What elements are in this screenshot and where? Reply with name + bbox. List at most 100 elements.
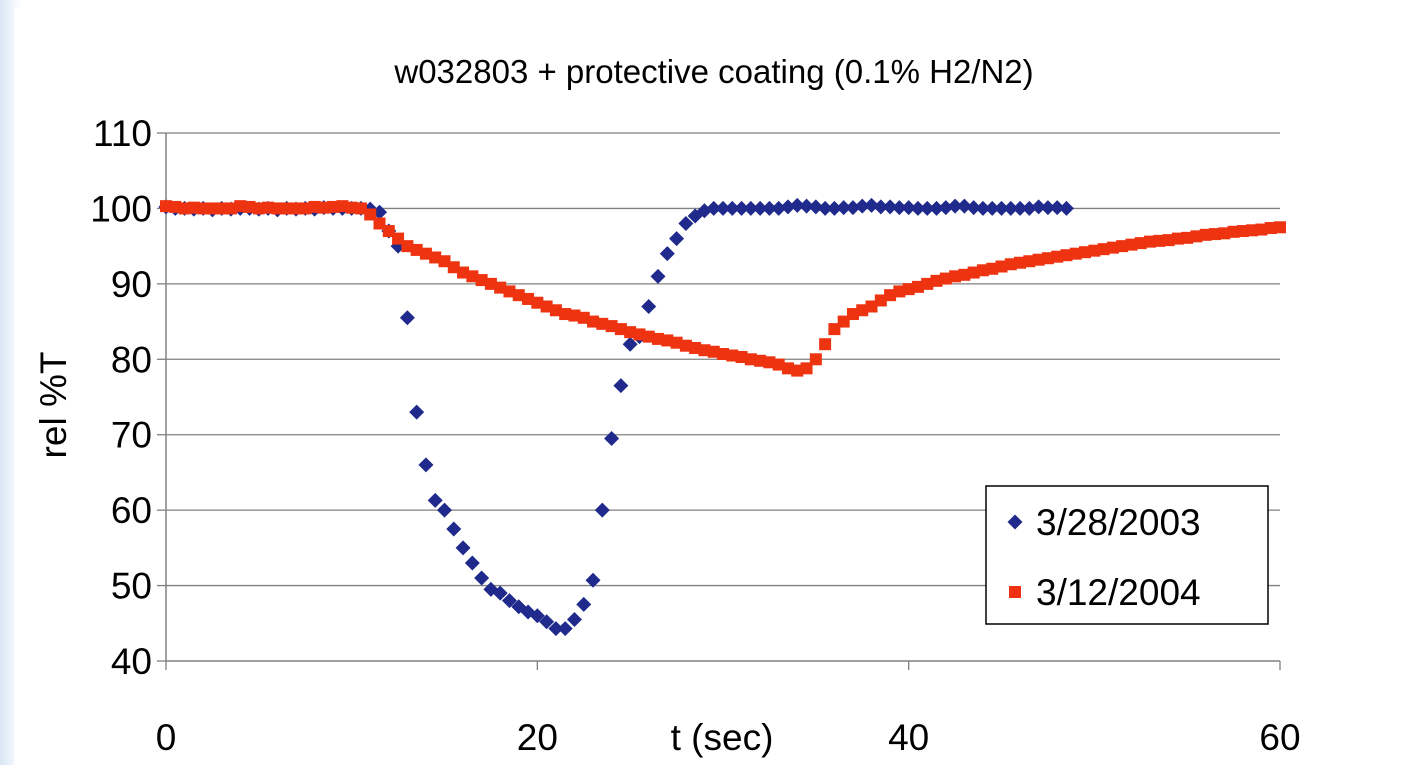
- data-point: [633, 328, 646, 341]
- y-tick-label-100: 100: [90, 188, 152, 229]
- data-point: [494, 281, 507, 294]
- data-point: [1079, 246, 1092, 259]
- data-point: [864, 197, 880, 213]
- data-point: [800, 362, 813, 375]
- data-point: [399, 310, 415, 326]
- data-point: [308, 200, 321, 213]
- data-point: [642, 330, 655, 343]
- data-point: [994, 200, 1009, 216]
- data-point: [1032, 253, 1045, 266]
- x-tick-label-40: 40: [888, 717, 929, 758]
- x-tick-labels: 0 20 40 60: [156, 717, 1301, 758]
- data-point: [1264, 222, 1277, 235]
- data-point: [698, 344, 711, 357]
- data-point: [706, 200, 722, 216]
- data-point: [1106, 241, 1119, 254]
- data-point: [605, 320, 618, 333]
- data-point: [613, 378, 629, 394]
- data-point: [1004, 258, 1017, 271]
- data-point: [1031, 199, 1047, 215]
- data-point: [364, 208, 377, 221]
- data-point: [986, 262, 999, 275]
- data-point: [392, 232, 405, 245]
- scatter-chart: 40 50 60 70 80 90 100 110 0 20 40 60 w032803 + pro…: [33, 53, 1301, 758]
- data-point: [587, 315, 600, 328]
- data-point: [836, 200, 852, 216]
- data-point: [447, 261, 460, 274]
- data-point: [846, 308, 859, 321]
- data-point: [474, 570, 490, 586]
- data-point: [817, 200, 833, 216]
- data-point: [566, 612, 582, 628]
- data-point: [492, 585, 508, 601]
- data-point: [224, 202, 237, 215]
- data-point: [901, 200, 917, 216]
- data-point: [735, 351, 748, 364]
- data-point: [446, 521, 462, 537]
- data-point: [808, 199, 824, 215]
- data-point: [1209, 228, 1222, 241]
- x-tick-label-0: 0: [156, 717, 177, 758]
- data-point: [548, 621, 564, 637]
- data-point: [652, 332, 665, 345]
- data-point: [317, 201, 330, 214]
- data-point: [464, 555, 480, 571]
- data-point: [429, 251, 442, 264]
- data-point: [707, 345, 720, 358]
- data-point: [865, 300, 878, 313]
- data-point: [1181, 231, 1194, 244]
- y-tick-label-90: 90: [111, 264, 152, 305]
- data-point: [559, 308, 572, 321]
- data-point: [809, 353, 822, 366]
- data-point: [289, 202, 302, 215]
- series-3-12-2004: [160, 200, 1286, 377]
- data-point: [206, 202, 219, 215]
- data-point: [966, 200, 982, 216]
- data-point: [1049, 200, 1065, 216]
- data-point: [752, 200, 768, 216]
- y-tick-label-80: 80: [111, 339, 152, 380]
- data-point: [345, 201, 358, 214]
- data-point: [419, 247, 432, 260]
- data-point: [594, 502, 610, 518]
- data-point: [882, 199, 898, 215]
- data-point: [893, 285, 906, 298]
- data-point: [1190, 230, 1203, 243]
- data-point: [1274, 221, 1286, 234]
- data-point: [799, 198, 815, 214]
- data-point: [1153, 234, 1166, 247]
- data-point: [891, 200, 907, 216]
- x-tick-label-60: 60: [1259, 717, 1300, 758]
- data-point: [678, 216, 694, 232]
- data-point: [409, 404, 425, 420]
- data-point: [949, 270, 962, 283]
- data-point: [1218, 227, 1231, 240]
- data-point: [373, 217, 386, 230]
- data-point: [1125, 238, 1138, 251]
- data-point: [522, 292, 535, 305]
- data-point: [884, 289, 897, 302]
- data-point: [1060, 249, 1073, 262]
- legend-marker-3-28-2003: [1007, 514, 1023, 530]
- data-point: [1134, 237, 1147, 250]
- data-point: [772, 358, 785, 371]
- data-point: [958, 268, 971, 281]
- data-point: [466, 270, 479, 283]
- data-point: [622, 336, 638, 352]
- data-point: [1003, 200, 1019, 216]
- data-point: [976, 264, 989, 277]
- data-point: [1021, 200, 1037, 216]
- data-point: [410, 243, 423, 256]
- data-point: [930, 274, 943, 287]
- data-point: [354, 202, 367, 215]
- data-point: [262, 201, 275, 214]
- data-point: [568, 309, 581, 322]
- data-point: [197, 202, 210, 215]
- data-point: [336, 200, 349, 213]
- data-point: [975, 200, 991, 216]
- data-point: [995, 260, 1008, 273]
- data-point: [717, 348, 729, 361]
- data-point: [484, 277, 497, 290]
- data-point: [596, 317, 609, 330]
- data-point: [939, 272, 952, 285]
